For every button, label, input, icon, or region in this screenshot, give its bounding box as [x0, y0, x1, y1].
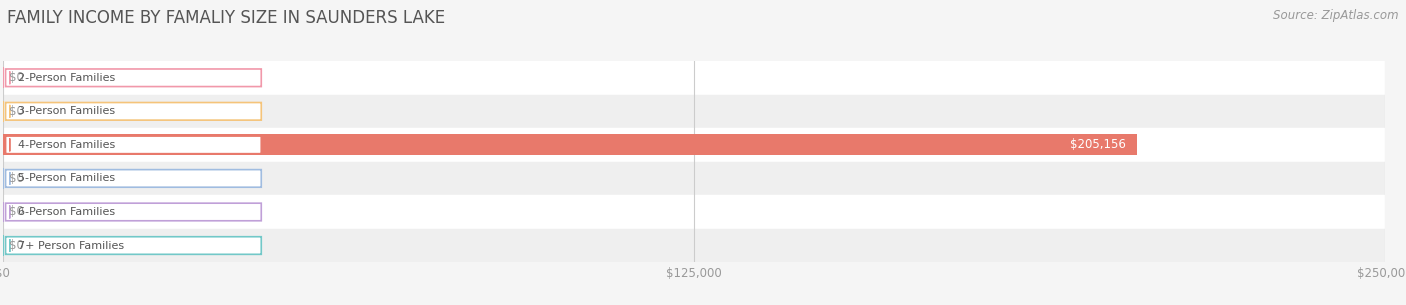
Text: $0: $0: [10, 172, 24, 185]
FancyBboxPatch shape: [6, 203, 262, 221]
Text: 4-Person Families: 4-Person Families: [18, 140, 115, 150]
Bar: [3, 162, 1385, 195]
FancyBboxPatch shape: [6, 69, 262, 87]
FancyBboxPatch shape: [6, 237, 262, 254]
Bar: [3, 195, 1385, 229]
Text: 7+ Person Families: 7+ Person Families: [18, 241, 124, 250]
Text: $0: $0: [10, 105, 24, 118]
Text: 5-Person Families: 5-Person Families: [18, 174, 115, 183]
Text: $0: $0: [10, 71, 24, 84]
Bar: [3, 128, 1385, 162]
Text: $205,156: $205,156: [1070, 138, 1126, 151]
Bar: [3, 229, 1385, 262]
Text: $0: $0: [10, 239, 24, 252]
Text: 6-Person Families: 6-Person Families: [18, 207, 115, 217]
Bar: [3, 95, 1385, 128]
FancyBboxPatch shape: [6, 136, 262, 154]
Text: FAMILY INCOME BY FAMALIY SIZE IN SAUNDERS LAKE: FAMILY INCOME BY FAMALIY SIZE IN SAUNDER…: [7, 9, 446, 27]
Text: 3-Person Families: 3-Person Families: [18, 106, 115, 116]
Text: Source: ZipAtlas.com: Source: ZipAtlas.com: [1274, 9, 1399, 22]
Bar: [3, 135, 1137, 155]
FancyBboxPatch shape: [6, 102, 262, 120]
Text: 2-Person Families: 2-Person Families: [18, 73, 115, 83]
FancyBboxPatch shape: [6, 170, 262, 187]
Text: $0: $0: [10, 206, 24, 218]
Bar: [3, 61, 1385, 95]
